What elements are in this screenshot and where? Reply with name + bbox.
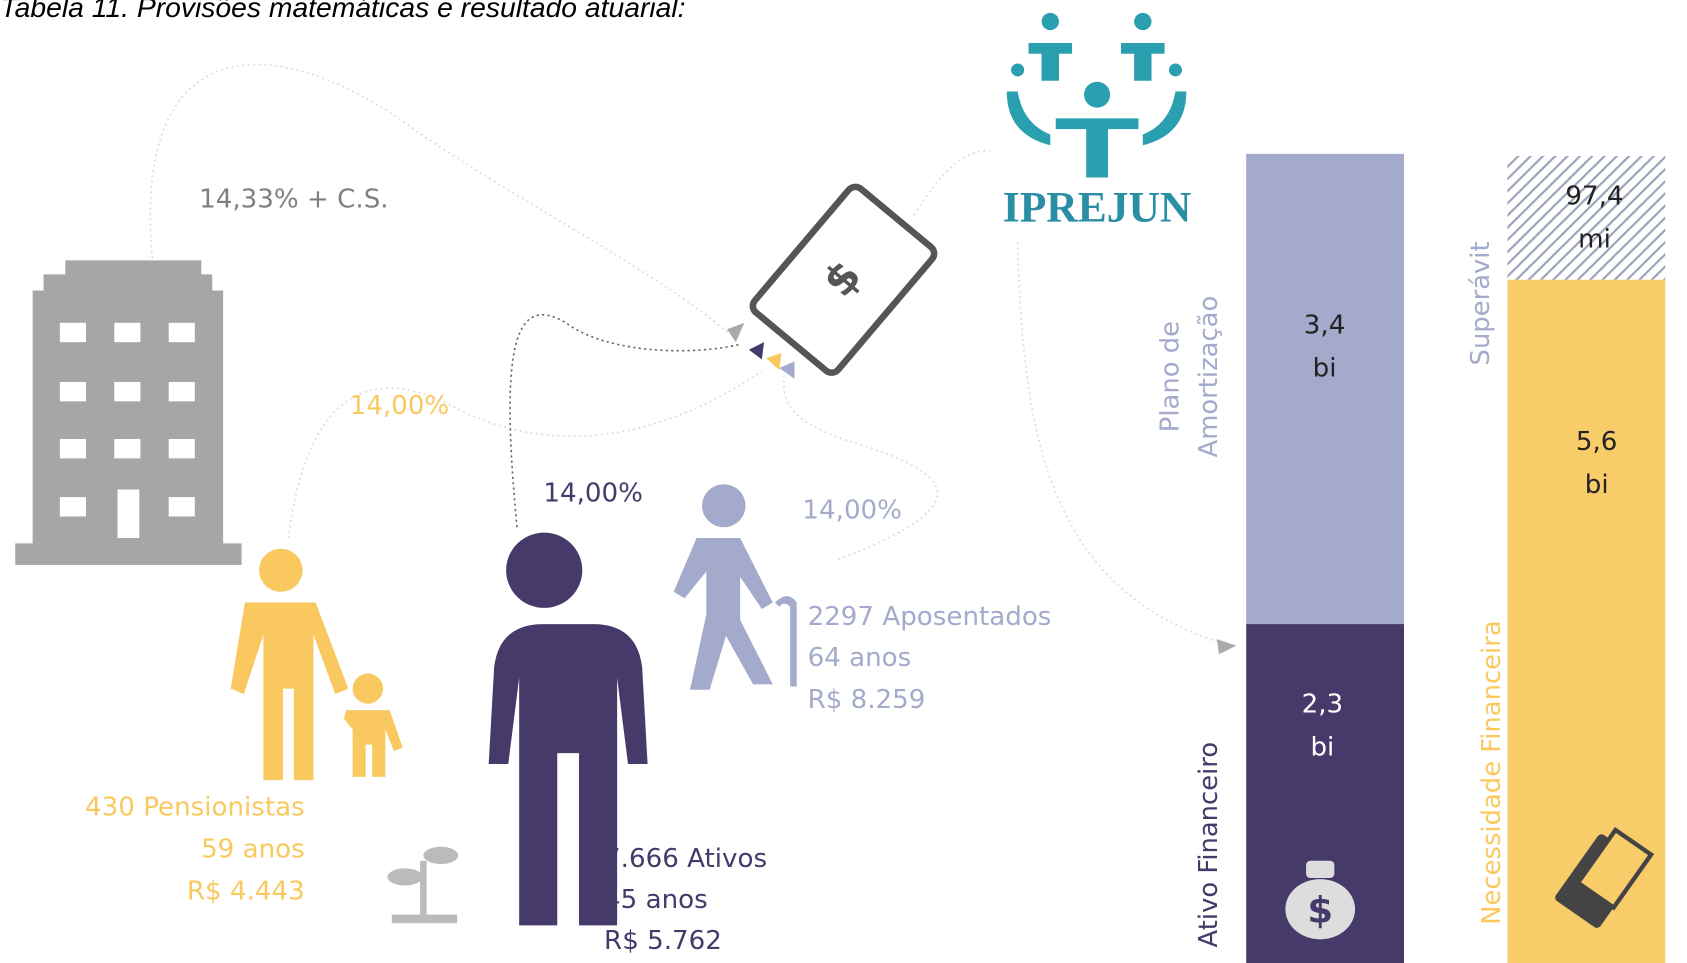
pensioner-info: 430 Pensionistas 59 anos R$ 4.443 [85, 793, 305, 907]
segment-value: 2,3 [1302, 689, 1344, 719]
retiree-info: 2297 Aposentados 64 anos R$ 8.259 [808, 602, 1052, 715]
retiree-line: R$ 8.259 [808, 685, 926, 715]
retiree-rate: 14,00% [802, 496, 902, 526]
retiree-line: 64 anos [808, 643, 912, 673]
employer-rate: 14,33% + C.S. [199, 185, 388, 215]
infographic: Tabela 11. Provisões matemáticas e resul… [0, 0, 1687, 963]
logo-text: IPREJUN [1003, 184, 1192, 232]
segment-label: Necessidade Financeira [1477, 620, 1507, 924]
pensioner-icon [231, 549, 403, 780]
money-icon: $ [749, 183, 937, 376]
segment-value: bi [1585, 470, 1609, 500]
building-icon [15, 260, 241, 565]
segment-label: Amortização [1194, 296, 1224, 458]
retiree-line: 2297 Aposentados [808, 602, 1052, 632]
segment-value: 97,4 [1565, 182, 1623, 212]
pensioner-rate: 14,00% [350, 391, 450, 421]
pensioner-line: R$ 4.443 [187, 877, 305, 907]
active-rate: 14,00% [543, 479, 643, 509]
surplus-segment [1507, 156, 1665, 280]
title: Tabela 11. Provisões matemáticas e resul… [0, 0, 686, 23]
segment-value: 5,6 [1576, 427, 1618, 457]
pensioner-line: 59 anos [201, 835, 305, 865]
active-line: 45 anos [604, 885, 708, 915]
svg-text:$: $ [1307, 889, 1333, 932]
segment-value: bi [1310, 732, 1334, 762]
pensioner-line: 430 Pensionistas [85, 793, 305, 823]
segment-value: bi [1313, 354, 1337, 384]
active-line: R$ 5.762 [604, 926, 722, 956]
segment-value: mi [1578, 225, 1611, 255]
segment-label: Ativo Financeiro [1194, 742, 1224, 948]
segment-label: Superávit [1466, 241, 1496, 365]
segment-value: 3,4 [1304, 311, 1346, 341]
amortization-segment [1246, 154, 1404, 624]
retiree-icon [674, 484, 797, 690]
active-line: 7.666 Ativos [604, 844, 767, 874]
segment-label: Plano de [1156, 321, 1186, 432]
active-info: 7.666 Ativos 45 anos R$ 5.762 [604, 844, 767, 956]
logo-icon [1007, 13, 1187, 178]
plant-icon [387, 847, 458, 923]
